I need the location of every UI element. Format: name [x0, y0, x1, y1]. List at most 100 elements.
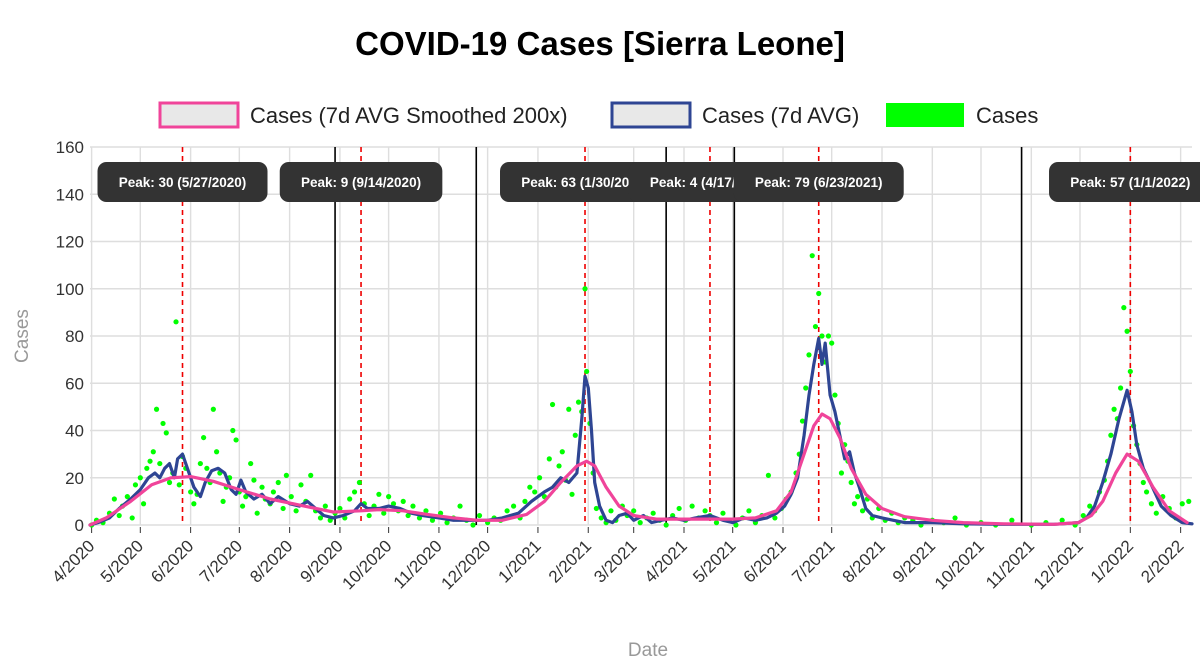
peak-label-box [500, 162, 671, 202]
x-tick-label: 10/2020 [339, 536, 396, 593]
case-point [457, 503, 463, 509]
case-point [429, 517, 436, 523]
case-point [584, 368, 590, 375]
legend-label: Cases [976, 103, 1038, 128]
y-tick-label: 160 [56, 138, 84, 157]
x-tick-label: 1/2022 [1087, 536, 1137, 586]
case-point [859, 508, 866, 514]
case-point [400, 498, 406, 504]
case-point [1186, 498, 1192, 504]
legend-label: Cases (7d AVG) [702, 103, 859, 128]
case-point [153, 406, 160, 412]
peak-label: Peak: 63 (1/30/2021) [500, 162, 671, 202]
case-point [527, 484, 533, 490]
case-point [549, 401, 556, 408]
case-point [1111, 406, 1117, 412]
case-point [116, 512, 122, 519]
x-tick-label: 8/2020 [246, 536, 296, 586]
case-point [233, 437, 239, 443]
case-point [317, 515, 324, 521]
case-point [283, 472, 289, 478]
case-point [952, 515, 958, 521]
x-tick-label: 5/2020 [97, 536, 147, 586]
case-point [1121, 305, 1127, 311]
case-point [376, 491, 382, 497]
case-point [848, 479, 854, 486]
case-point [386, 494, 392, 500]
case-point [838, 470, 845, 476]
case-point [1059, 517, 1065, 523]
case-point [556, 463, 562, 469]
chart-title: COVID-19 Cases [Sierra Leone] [355, 25, 845, 62]
cases-points [89, 253, 1192, 528]
peak-label-box [1049, 162, 1200, 202]
case-point [598, 515, 604, 521]
legend-swatch [610, 101, 692, 129]
case-point [160, 420, 166, 427]
case-point [572, 432, 578, 438]
case-point [137, 475, 143, 481]
y-tick-label: 120 [56, 233, 84, 252]
case-point [322, 503, 328, 509]
case-point [230, 427, 236, 434]
peak-label-box [97, 162, 268, 202]
case-point [1080, 512, 1086, 519]
legend-label: Cases (7d AVG Smoothed 200x) [250, 103, 568, 128]
case-point [593, 505, 599, 512]
case-point [254, 510, 260, 516]
y-tick-label: 60 [65, 374, 84, 393]
case-point [390, 501, 397, 507]
legend-item: Cases (7d AVG Smoothed 200x) [158, 101, 568, 129]
case-point [803, 385, 809, 391]
case-point [536, 475, 543, 481]
case-point [510, 503, 517, 509]
x-tick-label: 6/2021 [740, 536, 790, 586]
peak-label-text: Peak: 9 (9/14/2020) [301, 175, 421, 190]
case-point [559, 449, 565, 455]
case-point [150, 449, 156, 455]
case-point [270, 489, 276, 495]
case-point [832, 392, 838, 398]
x-tick-label: 7/2021 [788, 536, 838, 586]
case-point [676, 505, 682, 512]
case-point [1124, 328, 1130, 334]
case-point [504, 508, 510, 514]
case-point [575, 399, 582, 405]
case-point [1127, 368, 1133, 375]
case-point [220, 498, 226, 504]
case-point [1153, 510, 1159, 516]
case-point [405, 512, 411, 519]
peak-label: Peak: 79 (6/23/2021) [733, 162, 904, 202]
y-tick-label: 100 [56, 280, 84, 299]
x-tick-label: 3/2021 [590, 536, 640, 586]
case-point [147, 458, 153, 464]
case-point [476, 512, 483, 519]
legend-item: Cases [886, 103, 1038, 128]
x-tick-label: 12/2020 [438, 536, 495, 593]
case-point [248, 460, 254, 467]
case-point [1140, 479, 1146, 486]
case-point [819, 333, 825, 339]
case-point [298, 482, 304, 488]
case-point [243, 494, 249, 500]
case-point [1009, 517, 1015, 523]
case-point [765, 472, 772, 478]
case-point [1117, 385, 1124, 391]
case-point [288, 494, 294, 500]
case-point [631, 508, 637, 514]
peak-label: Peak: 57 (1/1/2022) [1049, 162, 1200, 202]
case-point [546, 456, 552, 462]
y-tick-label: 140 [56, 185, 84, 204]
x-tick-label: 11/2021 [982, 536, 1038, 592]
peak-label-text: Peak: 79 (6/23/2021) [755, 175, 883, 190]
case-point [166, 479, 173, 486]
case-point [1108, 432, 1114, 438]
x-tick-label: 2/2022 [1137, 536, 1187, 586]
case-point [702, 508, 708, 514]
chart-legend: Cases (7d AVG Smoothed 200x) Cases (7d AV… [158, 101, 1038, 129]
seven-day-avg-line [88, 336, 1194, 527]
case-point [608, 508, 614, 514]
case-point [124, 494, 130, 500]
x-tick-label: 1/2021 [495, 536, 545, 586]
